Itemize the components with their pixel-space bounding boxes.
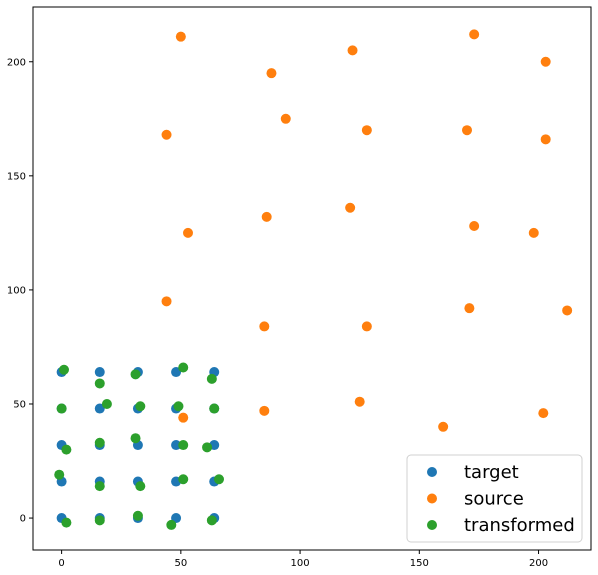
- source-point: [261, 211, 272, 222]
- transformed-point: [130, 433, 141, 444]
- y-tick-label: 0: [20, 514, 26, 525]
- transformed-point: [178, 440, 189, 451]
- transformed-point: [94, 481, 105, 492]
- source-point: [354, 396, 365, 407]
- source-point: [161, 129, 172, 140]
- transformed-point: [178, 474, 189, 485]
- x-axis-ticks: 0 50 100 150 200: [58, 550, 548, 569]
- x-tick-label: 0: [58, 558, 64, 569]
- y-tick-label: 50: [13, 399, 26, 410]
- plot-frame: [32, 6, 592, 551]
- source-point: [469, 221, 480, 232]
- transformed-point: [173, 401, 184, 412]
- source-point: [462, 125, 472, 136]
- series-source: [161, 29, 573, 432]
- y-tick-label: 100: [7, 285, 26, 296]
- legend-label-transformed: transformed: [464, 515, 575, 536]
- transformed-point: [206, 373, 217, 384]
- source-point: [161, 296, 172, 307]
- source-point: [347, 45, 358, 56]
- transformed-point: [94, 437, 105, 448]
- y-axis-ticks: 0 50 100 150 200: [7, 57, 33, 525]
- transformed-point: [101, 398, 112, 409]
- source-point: [183, 227, 193, 238]
- transformed-point: [214, 474, 224, 485]
- source-point: [266, 68, 277, 79]
- source-point: [528, 227, 539, 238]
- data-points: [54, 29, 573, 530]
- legend-marker-source: [427, 493, 437, 504]
- source-point: [280, 113, 291, 124]
- transformed-point: [61, 444, 72, 455]
- source-point: [538, 408, 549, 419]
- target-point: [171, 440, 182, 451]
- y-tick-label: 150: [7, 171, 26, 182]
- source-point: [259, 405, 270, 416]
- transformed-point: [130, 369, 141, 380]
- transformed-point: [54, 469, 65, 480]
- transformed-point: [202, 442, 213, 453]
- series-transformed: [54, 362, 224, 530]
- source-point: [259, 321, 270, 332]
- legend-frame: [406, 454, 583, 543]
- source-point: [469, 29, 480, 40]
- legend-label-target: target: [464, 462, 519, 483]
- x-tick-label: 150: [410, 558, 429, 569]
- x-tick-label: 100: [291, 558, 310, 569]
- x-tick-label: 50: [174, 558, 187, 569]
- transformed-point: [56, 403, 67, 414]
- target-point: [94, 367, 105, 378]
- source-point: [562, 305, 573, 316]
- transformed-point: [178, 362, 189, 373]
- legend: target source transformed: [406, 454, 583, 543]
- legend-label-source: source: [464, 489, 524, 510]
- target-point: [171, 367, 182, 378]
- transformed-point: [209, 403, 220, 414]
- source-point: [361, 125, 372, 136]
- transformed-point: [132, 510, 143, 521]
- transformed-point: [94, 515, 105, 526]
- target-point: [94, 403, 105, 414]
- legend-marker-transformed: [427, 520, 437, 530]
- transformed-point: [135, 481, 146, 492]
- source-point: [361, 321, 372, 332]
- transformed-point: [166, 519, 177, 530]
- transformed-point: [59, 364, 69, 375]
- transformed-point: [61, 517, 72, 528]
- source-point: [175, 31, 186, 42]
- transformed-point: [135, 401, 146, 412]
- source-point: [464, 303, 475, 314]
- transformed-point: [94, 378, 105, 389]
- x-tick-label: 200: [529, 558, 548, 569]
- source-point: [540, 56, 551, 67]
- legend-marker-target: [427, 467, 437, 477]
- source-point: [345, 202, 356, 213]
- transformed-point: [206, 515, 217, 526]
- source-point: [178, 412, 189, 423]
- source-point: [438, 421, 449, 432]
- source-point: [540, 134, 551, 145]
- y-tick-label: 200: [7, 57, 26, 68]
